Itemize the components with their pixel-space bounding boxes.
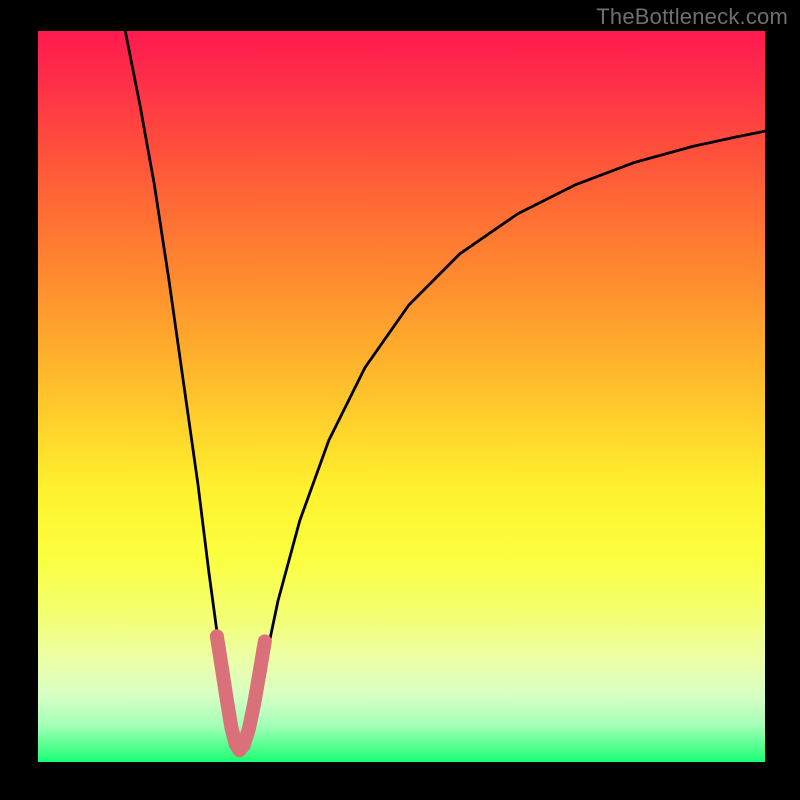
chart-canvas: TheBottleneck.com	[0, 0, 800, 800]
plot-svg	[38, 31, 765, 762]
watermark-text: TheBottleneck.com	[596, 4, 788, 30]
plot-area	[38, 31, 765, 762]
